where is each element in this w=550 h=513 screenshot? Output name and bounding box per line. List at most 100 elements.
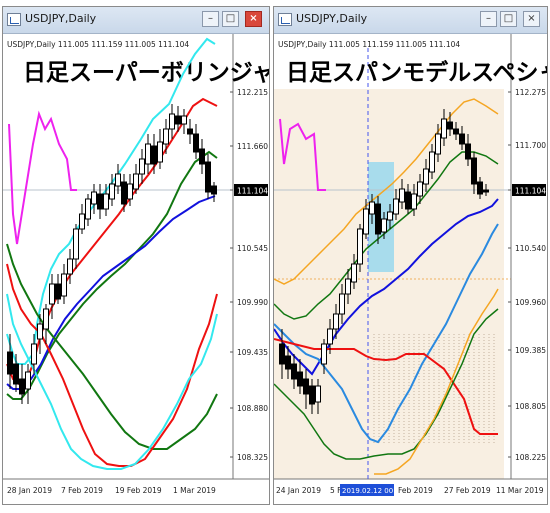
price-tick-label: 109.990 — [237, 298, 268, 307]
candle-body — [453, 128, 459, 135]
candle-body — [321, 343, 327, 365]
candle-body — [471, 157, 477, 185]
maximize-button[interactable]: □ — [222, 11, 239, 27]
price-tick-label: 110.540 — [515, 244, 546, 253]
price-tick-label: 112.275 — [515, 88, 546, 97]
candle-body — [333, 313, 339, 330]
candle-body — [145, 143, 151, 165]
close-button[interactable]: × — [523, 11, 540, 27]
current-price-label: 111.104 — [515, 187, 546, 196]
candle-body — [459, 133, 465, 145]
candle-body — [393, 198, 399, 215]
crosshair-date-label: 2019.02.12 00:00 — [342, 487, 404, 495]
candle-body — [309, 385, 315, 405]
moving-average-line — [274, 198, 499, 376]
left-chart-area[interactable]: USDJPY,Daily 111.005 111.159 111.005 111… — [3, 34, 269, 504]
candle-body — [73, 228, 79, 260]
candle-body — [151, 145, 157, 165]
candle-body — [351, 263, 357, 283]
candle-body — [7, 351, 13, 375]
candle-body — [97, 193, 103, 210]
current-price-box — [234, 184, 268, 196]
chikou-blue-line — [274, 223, 499, 444]
left-title-bar[interactable]: USDJPY,Daily – □ × — [3, 7, 269, 34]
price-tick-label: 109.960 — [515, 298, 546, 307]
candle-body — [163, 128, 169, 145]
chikou-span-line — [8, 110, 77, 245]
candle-body — [193, 133, 199, 153]
minimize-button[interactable]: – — [480, 11, 497, 27]
candle-body — [297, 371, 303, 387]
lower-band-line — [274, 308, 499, 460]
close-button[interactable]: × — [245, 11, 262, 27]
left-chart-window[interactable]: USDJPY,Daily – □ × USDJPY,Daily 111.005 … — [2, 6, 270, 505]
date-tick-label: 24 Jan 2019 — [276, 486, 321, 495]
chart-window-icon — [278, 13, 292, 26]
candle-body — [37, 323, 43, 340]
date-tick-label: Feb 2019 — [398, 486, 433, 495]
date-tick-label: 27 Feb 2019 — [444, 486, 491, 495]
left-window-title: USDJPY,Daily — [25, 12, 97, 25]
right-window-title: USDJPY,Daily — [296, 12, 368, 25]
minimize-button[interactable]: – — [202, 11, 219, 27]
candle-body — [285, 355, 291, 370]
crosshair-date-box — [340, 484, 394, 496]
candle-body — [205, 161, 211, 193]
right-chart-header: USDJPY,Daily 111.005 111.159 111.005 111… — [278, 40, 460, 49]
candle-body — [447, 121, 453, 130]
candle-body — [133, 173, 139, 190]
candle-body — [429, 151, 435, 173]
candle-body — [441, 118, 447, 139]
lower-band-3-line — [6, 293, 218, 470]
candle-body — [399, 188, 405, 203]
candle-body — [211, 185, 217, 195]
candle-body — [49, 283, 55, 305]
date-tick-label: 1 Mar 2019 — [173, 486, 216, 495]
price-tick-label: 108.805 — [515, 402, 546, 411]
date-tick-label: 7 Feb 2019 — [61, 486, 103, 495]
right-chart-area[interactable]: USDJPY,Daily 111.005 111.159 111.005 111… — [274, 34, 547, 504]
candle-body — [19, 378, 25, 395]
lower-band-2-line — [374, 288, 499, 475]
candle-body — [115, 173, 121, 187]
candle-body — [55, 283, 61, 300]
candle-body — [109, 183, 115, 200]
candle-body — [375, 203, 381, 235]
candle-body — [303, 378, 309, 395]
candle-body — [13, 363, 19, 385]
candle-body — [363, 208, 369, 235]
date-tick-label: 19 Feb 2019 — [115, 486, 162, 495]
candle-body — [25, 371, 31, 390]
right-chart-window[interactable]: USDJPY,Daily – □ × USDJPY,Daily 111.005 … — [273, 6, 548, 505]
date-tick-label: 11 Mar 2019 — [496, 486, 544, 495]
price-tick-label: 108.880 — [237, 404, 268, 413]
candle-body — [31, 343, 37, 365]
candle-body — [169, 113, 175, 130]
candle-body — [127, 183, 133, 200]
price-tick-label: 109.435 — [237, 348, 268, 357]
left-chart-header: USDJPY,Daily 111.005 111.159 111.005 111… — [7, 40, 189, 49]
candle-body — [291, 363, 297, 380]
candle-body — [79, 213, 85, 230]
price-tick-label: 108.225 — [515, 453, 546, 462]
candle-body — [61, 273, 67, 297]
upper-band-line — [274, 98, 499, 285]
right-title-bar[interactable]: USDJPY,Daily – □ × — [274, 7, 547, 34]
price-tick-label: 110.545 — [237, 244, 268, 253]
maximize-button[interactable]: □ — [500, 11, 517, 27]
chart-window-icon — [7, 13, 21, 26]
price-tick-label: 112.215 — [237, 88, 268, 97]
candle-body — [279, 343, 285, 365]
lower-band-1-line — [6, 243, 218, 450]
candle-body — [435, 133, 441, 155]
candle-body — [43, 308, 49, 330]
date-tick-label: 5 F — [330, 486, 341, 495]
left-overlay-title: 日足スーパーボリンジャー — [23, 60, 269, 86]
candle-body — [91, 191, 97, 205]
price-tick-label: 111.660 — [237, 142, 268, 151]
candle-body — [121, 181, 127, 205]
chikou-span-line — [279, 118, 326, 191]
candle-body — [157, 141, 163, 163]
current-price-box — [512, 184, 546, 196]
candle-body — [381, 218, 387, 233]
